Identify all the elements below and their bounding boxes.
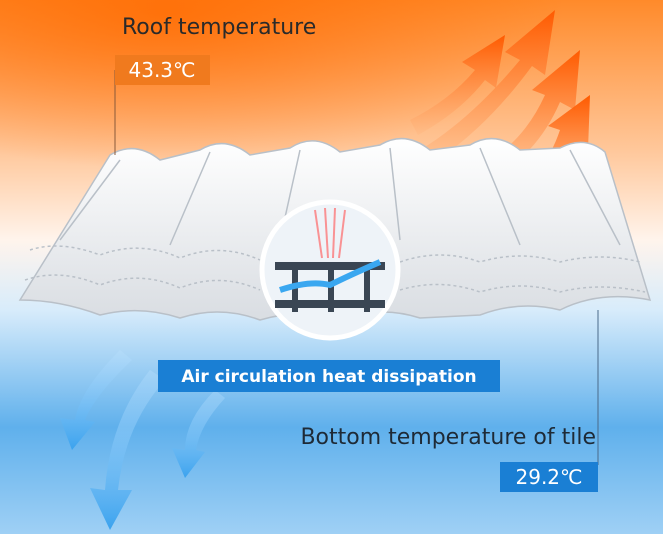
air-circulation-label: Air circulation heat dissipation — [181, 367, 476, 387]
detail-circle — [262, 202, 398, 338]
infographic: Roof temperature 43.3℃ Air circulation h… — [0, 0, 663, 534]
roof-temperature-value: 43.3℃ — [129, 58, 196, 82]
bottom-temperature-value: 29.2℃ — [516, 465, 583, 489]
bottom-temperature-title: Bottom temperature of tile — [300, 425, 596, 450]
roof-temperature-title: Roof temperature — [122, 15, 316, 40]
